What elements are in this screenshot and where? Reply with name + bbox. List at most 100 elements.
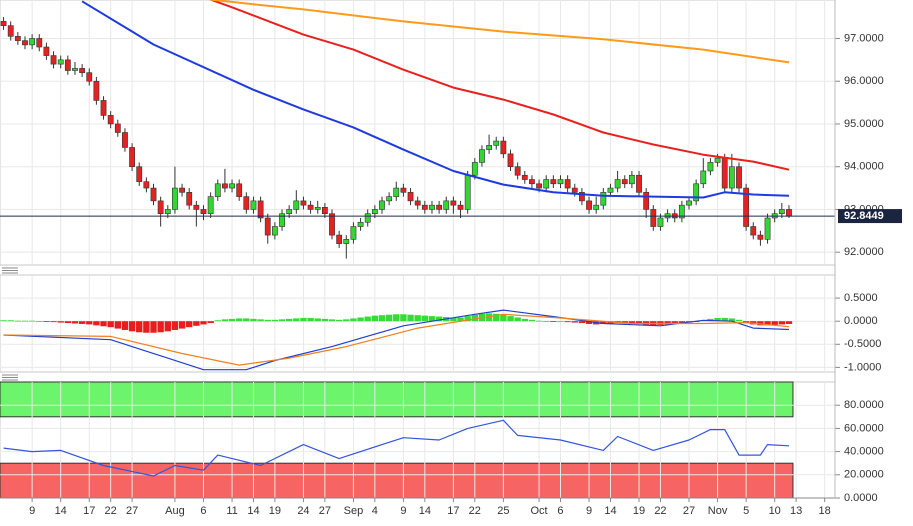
candle-body [786,209,792,217]
histogram-bar [471,314,479,322]
candle-body [521,174,528,180]
candle-body [236,183,243,197]
histogram-bar [128,321,136,332]
panel: -1.0000 -0.5000 0.0000 0.5000 [0,274,881,373]
candle-body [364,213,371,223]
y-tick-label: 60.0000 [844,422,884,434]
candle-body [7,25,14,37]
candle-body [286,209,293,215]
histogram-bar [585,321,593,324]
histogram-bar [100,321,107,327]
candle-body [628,174,635,185]
histogram-bar [421,315,429,322]
panel: 0.0000 20.0000 40.0000 60.0000 80.0000 [0,381,884,504]
histogram-bar [271,319,279,322]
histogram-bar [507,316,514,322]
candle-body [743,187,750,227]
histogram-bar [207,321,214,324]
x-tick-label: 27 [319,505,331,517]
candle-body [429,204,435,210]
candle-body [643,192,650,210]
histogram-bar [300,317,307,322]
x-tick-label: Sep [344,505,364,517]
histogram-bar [771,321,778,325]
candle-body [579,192,585,202]
candle-body [607,187,614,193]
candle-body [600,192,607,206]
histogram-bar [257,319,264,322]
candle-body [271,226,278,236]
histogram-bar [264,319,271,322]
histogram-bar [528,319,536,322]
y-tick-label: 0.0000 [844,315,878,327]
candle-body [214,183,221,197]
histogram-bar [493,313,500,322]
candle-body [657,217,664,227]
histogram-bar [307,317,314,322]
histogram-bar [600,321,607,324]
candle-body [72,68,78,71]
x-tick-label: 10 [769,505,781,517]
histogram-bar [414,315,421,322]
histogram-bar [43,321,50,322]
candle-body [693,183,700,202]
candle-body [386,196,393,202]
x-tick-label: 22 [654,505,666,517]
candle-body [207,196,214,215]
x-tick-label: 9 [586,505,592,517]
candle-body [86,72,93,82]
histogram-bar [157,321,164,333]
y-tick-label: 94.0000 [844,161,884,173]
histogram-bar [7,320,14,322]
histogram-bar [464,316,471,322]
x-tick-label: 11 [226,505,237,517]
x-tick-label: 6 [557,505,563,517]
candle-body [543,179,550,189]
histogram-bar [235,318,243,322]
histogram-bar [221,319,229,322]
x-tick-label: 27 [126,505,138,517]
candle-body [486,145,492,150]
candle-body [257,200,264,219]
histogram-bar [36,321,43,322]
candle-body [279,213,285,227]
histogram-bar [21,320,29,322]
indicator-line [3,309,790,371]
candle-body [222,183,228,189]
candle-body [314,206,321,210]
histogram-bar [393,314,400,322]
candle-body [436,204,443,210]
histogram-bar [671,321,678,324]
candle-body [500,140,507,155]
x-tick-label: 14 [419,505,431,517]
histogram-bar [78,321,86,324]
candle-body [678,204,685,219]
candle-body [407,192,414,202]
candle-body [357,221,364,227]
x-tick-label: 22 [105,505,117,517]
candle-body [464,174,471,210]
histogram-bar [371,315,379,322]
indicator-line [210,0,790,171]
histogram-bar [571,321,578,323]
histogram-bar [193,321,200,326]
x-tick-label: 13 [790,505,802,517]
y-tick-label: 80.0000 [844,399,884,411]
candle-body [172,187,178,210]
panel-frame [0,0,836,266]
histogram-bar [335,319,343,322]
histogram-bar [521,318,528,322]
histogram-bar [678,321,686,324]
candle-body [200,209,207,215]
x-tick-label: 17 [83,505,95,517]
candle-body [400,187,407,193]
candle-body [186,192,193,206]
histogram-bar [500,314,507,322]
y-tick-label: 97.0000 [844,32,884,44]
histogram-bar [107,321,114,328]
indicator-line [210,0,790,64]
candle-body [621,179,628,185]
candle-body [636,174,642,193]
candle-body [650,209,657,227]
y-tick-label: 92.0000 [844,246,884,258]
